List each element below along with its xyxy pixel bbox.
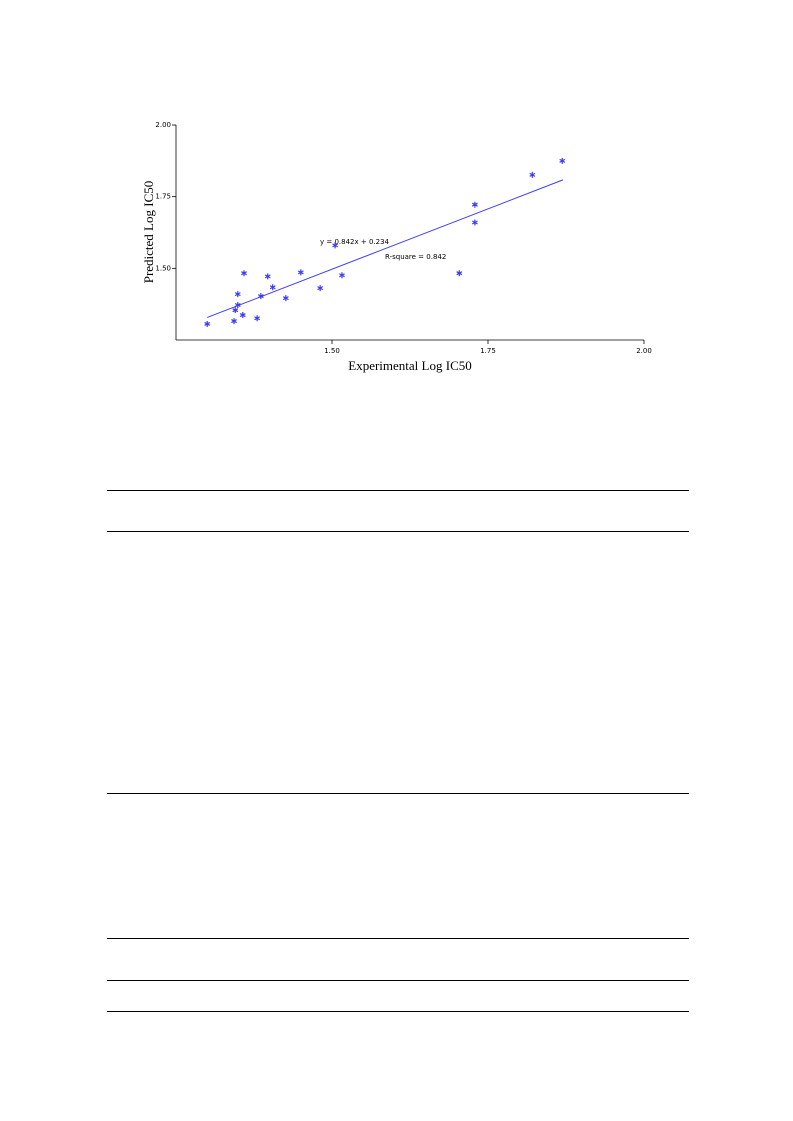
y-tick-label: 1.50 (155, 264, 171, 272)
y-tick-label: 1.75 (155, 193, 171, 201)
point (339, 272, 345, 279)
point (234, 291, 241, 298)
y-tick-label: 2.00 (155, 121, 171, 129)
point (456, 270, 463, 277)
point (264, 273, 271, 280)
x-tick-label: 1.75 (480, 347, 496, 355)
point (282, 295, 289, 302)
table-rule (107, 531, 689, 532)
point (317, 285, 324, 292)
point (297, 269, 304, 276)
point (241, 270, 247, 277)
trendline (207, 179, 564, 318)
table-rule (107, 490, 689, 491)
r-square-label: R-square = 0.842 (385, 253, 446, 261)
point (332, 242, 339, 249)
point (471, 219, 478, 226)
table-rule (107, 1011, 689, 1012)
point (257, 293, 264, 300)
table-rule (107, 938, 689, 939)
x-tick-label: 2.00 (636, 347, 652, 355)
y-axis-label: Predicted Log IC50 (141, 181, 156, 284)
point (254, 315, 261, 322)
x-tick-label: 1.50 (324, 347, 340, 355)
point (269, 284, 276, 291)
point (529, 171, 536, 178)
trendline-equation: y = 0.842x + 0.234 (320, 238, 390, 246)
point (471, 201, 478, 208)
chart: Experimental Log IC50 Predicted Log IC50… (141, 121, 652, 373)
x-axis-label: Experimental Log IC50 (348, 358, 471, 373)
point (232, 307, 239, 314)
table-rule (107, 793, 689, 794)
point (234, 302, 241, 309)
point (231, 318, 237, 325)
point (204, 320, 211, 327)
table-rule (107, 980, 689, 981)
point (239, 312, 246, 319)
point (559, 157, 566, 164)
